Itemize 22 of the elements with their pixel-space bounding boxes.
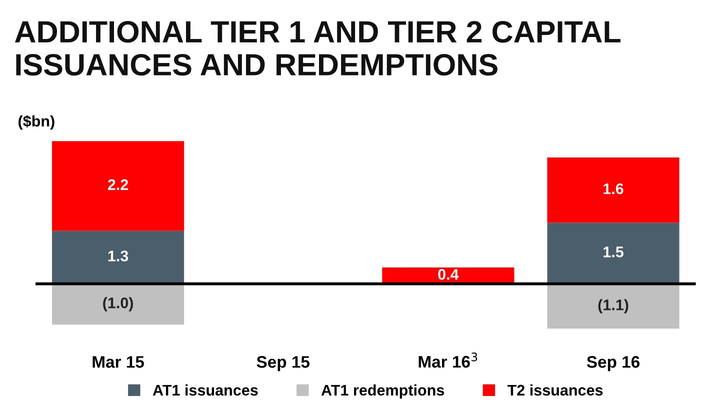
chart-title: ADDITIONAL TIER 1 AND TIER 2 CAPITAL ISSUANCES AND REDEMPTIONS	[14, 21, 620, 76]
data-label: 0.4	[438, 268, 459, 280]
legend-label: AT1 issuances	[152, 384, 258, 396]
legend-label: T2 issuances	[507, 384, 603, 396]
x-tick-label: Sep 16	[586, 356, 640, 372]
x-tick-label: Mar 15	[92, 356, 144, 368]
bar	[547, 222, 680, 284]
bar	[52, 284, 184, 325]
x-tick-label: Mar 16$^{3}$	[418, 352, 478, 368]
data-label: 2.2	[108, 179, 128, 190]
bar	[547, 284, 680, 329]
data-label: 1.5	[604, 246, 624, 258]
bar	[547, 157, 680, 223]
legend-label: AT1 redemptions	[321, 384, 444, 399]
data-label: (1.1)	[598, 299, 628, 314]
bar	[52, 141, 184, 231]
bar	[52, 230, 184, 284]
y-axis-title: ($bn)	[18, 115, 54, 130]
data-label: (1.0)	[103, 297, 133, 312]
data-label: 1.6	[604, 183, 624, 194]
x-tick-label: Sep 15	[256, 356, 310, 372]
data-label: 1.3	[108, 250, 128, 262]
